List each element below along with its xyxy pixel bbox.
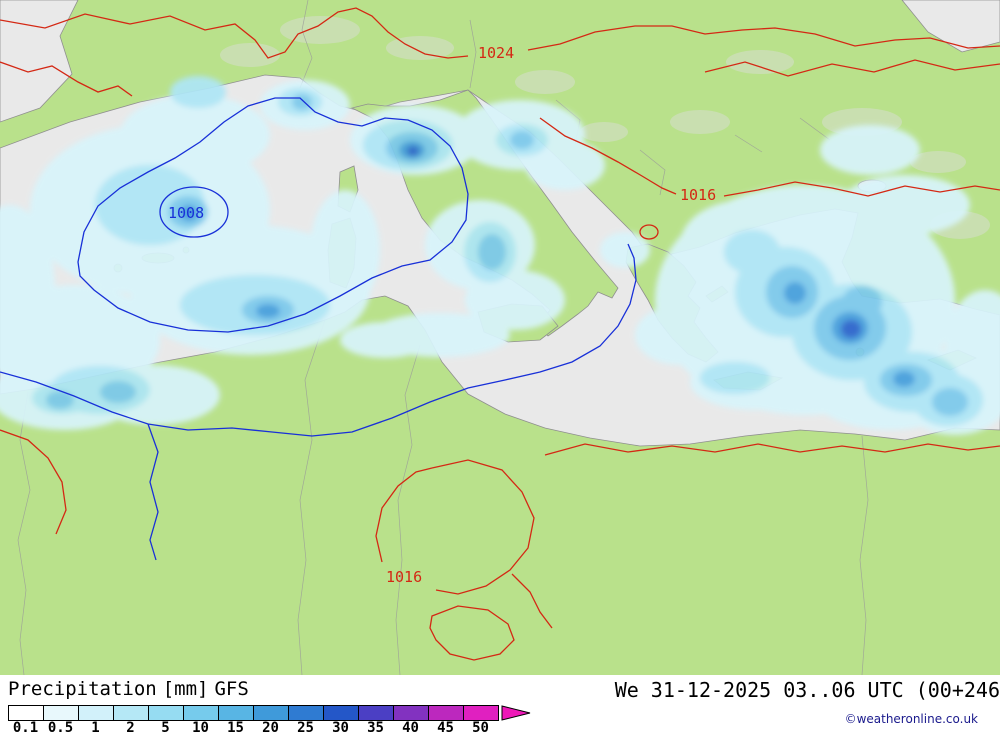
legend-cell — [218, 705, 254, 721]
legend-labels: 0.1 0.5 1 2 5 10 15 20 25 30 35 40 45 50 — [8, 720, 498, 736]
legend-label: 2 — [126, 720, 135, 736]
legend-bar-cells — [8, 705, 499, 721]
isobar-labels: 1024 1016 1008 1016 — [168, 44, 716, 586]
atlantic-sea — [0, 0, 79, 123]
isobar-label-1024: 1024 — [478, 44, 514, 62]
legend-bar — [8, 705, 531, 721]
legend-cell — [148, 705, 184, 721]
title-model: GFS — [214, 678, 249, 700]
legend-label: 1 — [91, 720, 100, 736]
datetime-label: We 31-12-2025 03..06 UTC (00+246 — [614, 678, 1000, 702]
isobar-label-1008: 1008 — [168, 204, 204, 222]
isobars-blue — [0, 97, 637, 561]
precipitation-layer — [0, 76, 1000, 435]
legend-label: 35 — [367, 720, 384, 736]
legend-cell — [463, 705, 499, 721]
legend-arrow-icon — [501, 705, 531, 721]
legend-cell — [43, 705, 79, 721]
legend-label: 5 — [161, 720, 170, 736]
legend-label: 45 — [437, 720, 454, 736]
map-svg: 1024 1016 1008 1016 — [0, 0, 1000, 675]
legend-cell — [113, 705, 149, 721]
legend-label: 0.5 — [47, 720, 74, 736]
legend-cell — [253, 705, 289, 721]
legend-label: 25 — [297, 720, 314, 736]
legend-label: 10 — [192, 720, 209, 736]
map-title: Precipitation [mm] GFS — [8, 678, 255, 700]
legend-label: 20 — [262, 720, 279, 736]
legend-label: 50 — [472, 720, 489, 736]
legend-cell — [288, 705, 324, 721]
isobar-label-1016-south: 1016 — [386, 568, 422, 586]
footer: Precipitation [mm] GFS We 31-12-2025 03..0… — [0, 675, 1000, 736]
legend-label: 0.1 — [12, 720, 39, 736]
legend-cell — [78, 705, 114, 721]
legend-label: 30 — [332, 720, 349, 736]
weather-map: 1024 1016 1008 1016 — [0, 0, 1000, 675]
legend-cell — [393, 705, 429, 721]
legend-cell — [428, 705, 464, 721]
country-borders — [17, 0, 869, 675]
legend-cell — [323, 705, 359, 721]
isobars-red — [0, 7, 1000, 661]
title-unit: [mm] — [162, 678, 209, 700]
isobar-label-1016-east: 1016 — [680, 186, 716, 204]
legend-cell — [8, 705, 44, 721]
legend-cell — [358, 705, 394, 721]
legend-label: 15 — [227, 720, 244, 736]
legend-cell — [183, 705, 219, 721]
title-parameter: Precipitation — [8, 678, 157, 700]
copyright-label: ©weatheronline.co.uk — [844, 712, 978, 726]
legend-label: 40 — [402, 720, 419, 736]
